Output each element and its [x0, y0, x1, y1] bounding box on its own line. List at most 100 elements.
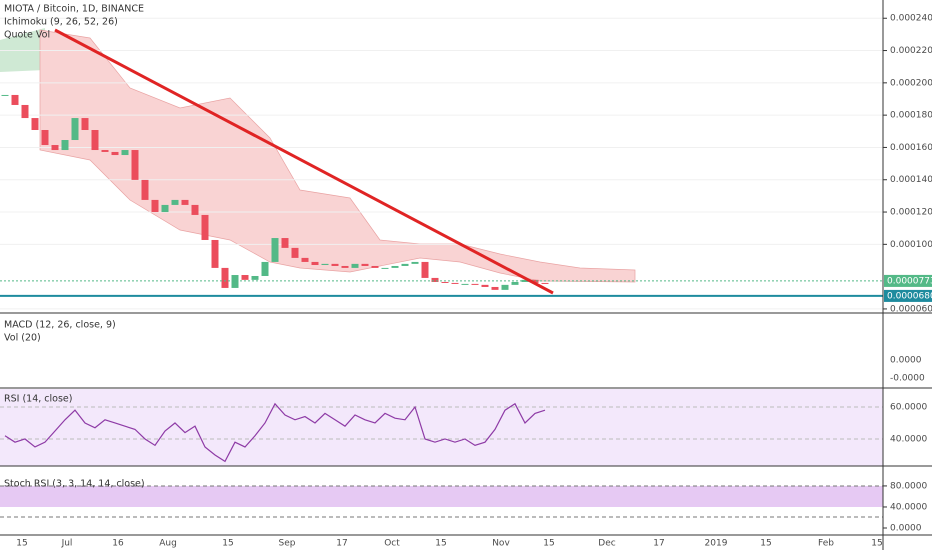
x-tick-label: 15: [543, 539, 554, 549]
candle: [461, 283, 469, 285]
candle: [101, 150, 109, 152]
pane-title: RSI (14, close): [4, 394, 72, 405]
x-tick-label: 15: [435, 539, 446, 549]
x-tick-label: 17: [336, 539, 347, 549]
price-label-box: [884, 289, 932, 302]
x-tick-label: 15: [760, 539, 771, 549]
y-tick-label: 0.00006000: [890, 304, 932, 314]
candle: [281, 238, 289, 248]
y-tick-label: 60.0000: [890, 402, 927, 412]
y-tick-label: 0.00014000: [890, 175, 932, 185]
candle: [141, 179, 149, 200]
x-tick-label: Jul: [61, 539, 73, 549]
x-tick-label: Dec: [598, 539, 615, 549]
y-tick-label: 0.0000: [890, 356, 922, 366]
candle: [301, 257, 309, 262]
candle: [391, 265, 399, 268]
candle: [71, 118, 79, 141]
candle: [201, 214, 209, 240]
chart-title: MIOTA / Bitcoin, 1D, BINANCE: [4, 4, 144, 15]
y-tick-label: 0.00016000: [890, 143, 932, 153]
candle: [451, 282, 459, 284]
candle: [421, 261, 429, 278]
y-tick-label: 0.00022000: [890, 46, 932, 56]
candle: [481, 284, 489, 287]
candle: [251, 275, 259, 280]
indicator-label: Ichimoku (9, 26, 52, 26): [4, 17, 118, 28]
candle: [191, 204, 199, 215]
price-label: 0.00007735: [887, 276, 932, 286]
y-tick-label: -0.0000: [890, 374, 925, 384]
x-tick-label: 2019: [705, 539, 728, 549]
candle: [81, 118, 89, 130]
candle: [341, 265, 349, 268]
candle: [121, 150, 129, 156]
y-tick-label: 40.0000: [890, 502, 927, 512]
candle: [321, 263, 329, 266]
candle: [291, 247, 299, 258]
y-tick-label: 40.0000: [890, 434, 927, 444]
candle: [1, 94, 9, 96]
candle: [111, 151, 119, 156]
candle: [171, 199, 179, 205]
candle: [41, 130, 49, 146]
candle: [61, 140, 69, 151]
candle: [31, 118, 39, 130]
candle: [531, 279, 539, 283]
price-label: 0.00006806: [887, 291, 932, 301]
candle: [511, 281, 519, 285]
candle: [331, 263, 339, 266]
candle: [161, 204, 169, 213]
candle: [441, 281, 449, 283]
candle: [351, 263, 359, 268]
candle: [491, 286, 499, 290]
candle: [271, 238, 279, 262]
candle: [221, 267, 229, 288]
price-label-box: [884, 274, 932, 287]
x-tick-label: 15: [871, 539, 882, 549]
pane-title: MACD (12, 26, close, 9): [4, 320, 116, 331]
candle: [401, 263, 409, 266]
y-tick-label: 0.00024000: [890, 14, 932, 24]
x-tick-label: Nov: [492, 539, 510, 549]
candle: [11, 94, 19, 105]
x-tick-label: Aug: [159, 539, 177, 549]
candle: [311, 261, 319, 266]
y-tick-label: 0.00018000: [890, 111, 932, 121]
candle: [371, 265, 379, 268]
candle: [541, 282, 549, 284]
candle: [411, 261, 419, 264]
x-tick-label: Sep: [279, 539, 296, 549]
x-tick-label: Oct: [384, 539, 400, 549]
y-tick-label: 0.0000: [890, 524, 922, 534]
cloud-red: [39, 29, 636, 283]
candle: [361, 263, 369, 266]
candle: [501, 284, 509, 290]
candle: [151, 199, 159, 213]
stoch-band: [0, 486, 883, 507]
candle: [51, 145, 59, 151]
rsi-band: [0, 389, 883, 466]
candle: [21, 104, 29, 119]
x-tick-label: 15: [222, 539, 233, 549]
y-tick-label: 80.0000: [890, 481, 927, 491]
cloud-green: [0, 28, 45, 72]
candle: [181, 199, 189, 205]
pane-title: Stoch RSI (3, 3, 14, 14, close): [4, 479, 145, 490]
y-tick-label: 0.00020000: [890, 78, 932, 88]
candle: [241, 275, 249, 280]
candle: [381, 267, 389, 269]
trendline: [54, 28, 554, 295]
candle: [431, 277, 439, 282]
candle: [471, 283, 479, 285]
candle: [211, 239, 219, 268]
candle: [131, 150, 139, 180]
candle: [231, 275, 239, 288]
x-tick-label: 16: [112, 539, 124, 549]
y-tick-label: 0.00010000: [890, 240, 932, 250]
x-tick-label: Feb: [818, 539, 834, 549]
x-tick-label: 15: [16, 539, 27, 549]
candle: [91, 130, 99, 151]
rsi-line: [4, 402, 546, 463]
